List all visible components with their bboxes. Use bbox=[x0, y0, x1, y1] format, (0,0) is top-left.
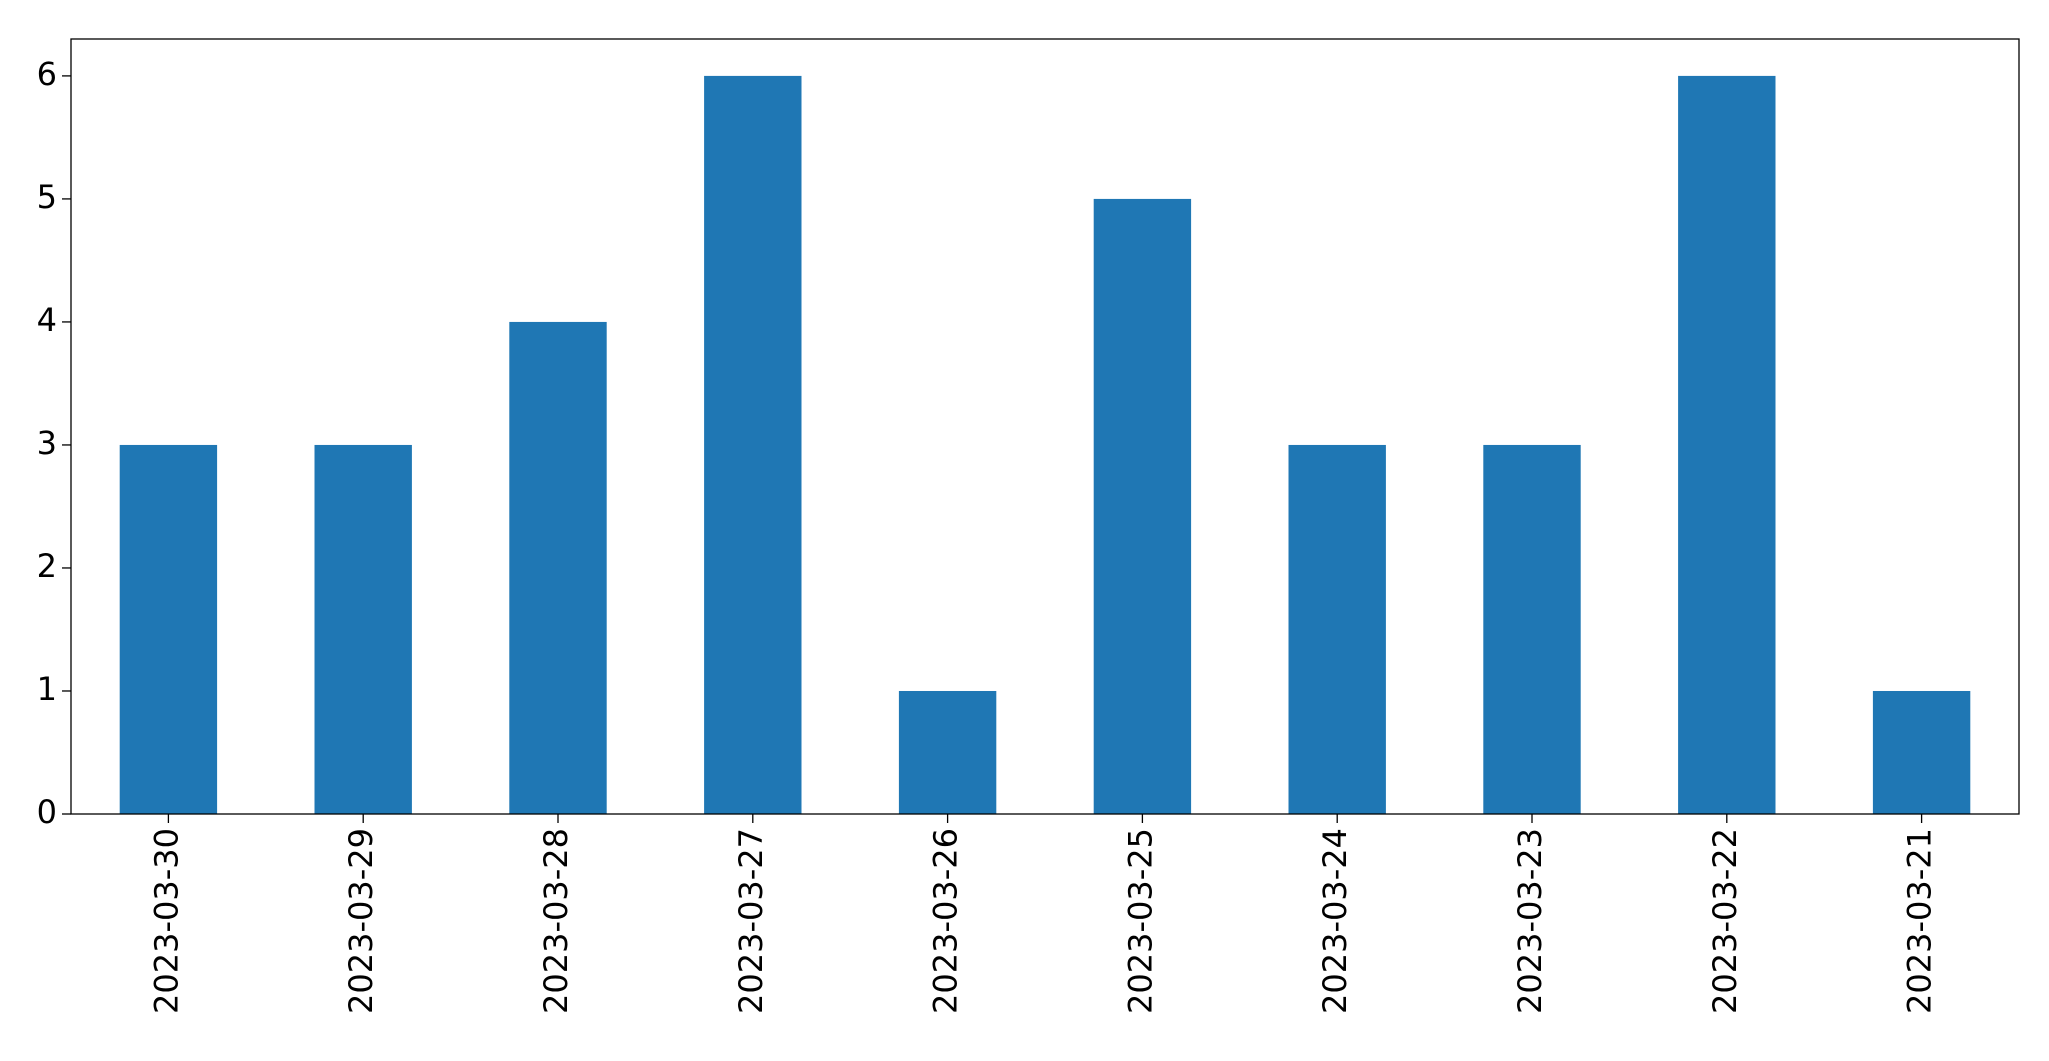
bar bbox=[314, 444, 412, 814]
bar bbox=[1093, 198, 1192, 814]
bar bbox=[704, 75, 802, 814]
bar bbox=[1483, 444, 1581, 814]
y-tick-label: 6 bbox=[37, 55, 57, 93]
x-tick-label: 2023-03-26 bbox=[927, 828, 965, 1014]
y-tick-label: 3 bbox=[37, 424, 57, 462]
x-tick-label: 2023-03-21 bbox=[1901, 828, 1939, 1014]
x-tick-label: 2023-03-29 bbox=[342, 828, 380, 1014]
y-tick-label: 0 bbox=[37, 793, 57, 831]
y-tick-label: 4 bbox=[37, 301, 57, 339]
x-tick-label: 2023-03-25 bbox=[1121, 828, 1159, 1014]
bar bbox=[1872, 690, 1971, 814]
x-tick-label: 2023-03-22 bbox=[1706, 828, 1744, 1014]
x-tick-label: 2023-03-24 bbox=[1316, 828, 1354, 1014]
bar bbox=[1288, 444, 1386, 814]
bar bbox=[898, 690, 997, 814]
x-tick-label: 2023-03-23 bbox=[1511, 828, 1549, 1014]
x-tick-label: 2023-03-30 bbox=[147, 828, 185, 1014]
bar bbox=[509, 321, 607, 814]
x-tick-label: 2023-03-27 bbox=[732, 828, 770, 1014]
y-tick-label: 5 bbox=[37, 178, 57, 216]
plot-frame bbox=[70, 38, 2020, 815]
bar bbox=[119, 444, 218, 814]
x-tick-label: 2023-03-28 bbox=[537, 828, 575, 1014]
y-tick-label: 2 bbox=[37, 547, 57, 585]
bar bbox=[1678, 75, 1776, 814]
y-tick-label: 1 bbox=[37, 670, 57, 708]
